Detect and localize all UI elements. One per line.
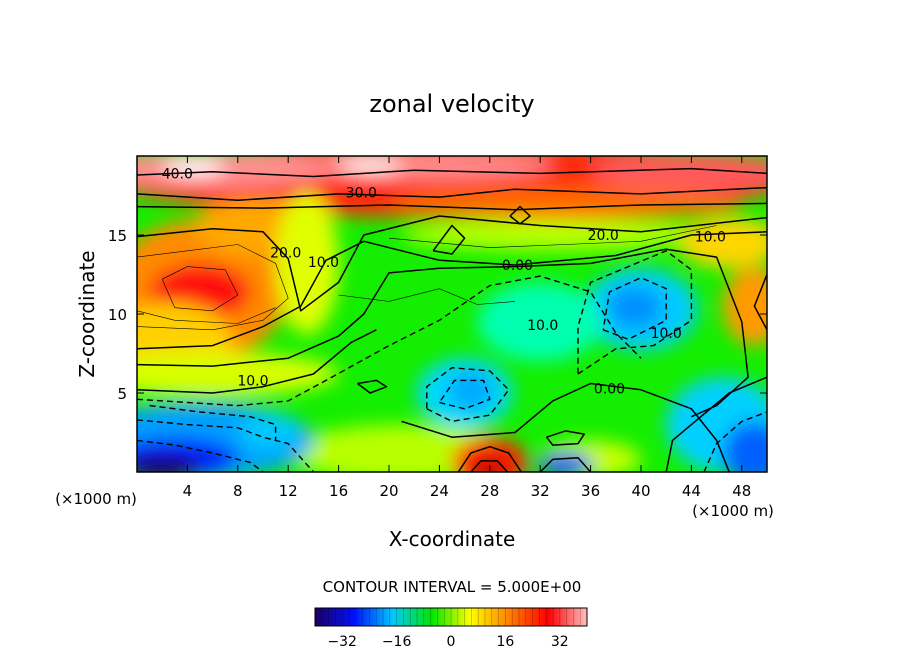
- plot-area: [137, 156, 767, 472]
- contour-line: [665, 376, 767, 472]
- contour-line: [137, 186, 767, 201]
- x-tick-label: 24: [430, 482, 449, 500]
- contour-line-thin: [388, 225, 717, 248]
- contour-label: 0.00: [502, 258, 533, 274]
- contour-line: [137, 248, 749, 418]
- contour-line: [401, 382, 730, 472]
- contour-label: 30.0: [346, 185, 377, 201]
- x-tick-label: 28: [480, 482, 499, 500]
- x-tick-label: 32: [531, 482, 550, 500]
- x-tick-label: 20: [379, 482, 398, 500]
- color-region: [606, 287, 663, 329]
- contour-line: [539, 457, 592, 472]
- color-region: [389, 187, 742, 220]
- contour-line-thin: [161, 266, 239, 312]
- negative-contour-line: [602, 277, 667, 340]
- negative-contour-line: [137, 439, 264, 472]
- contour-line-thin: [137, 307, 276, 324]
- y-tick-label: 15: [108, 227, 127, 245]
- x-tick-label: 44: [682, 482, 701, 500]
- contour-line: [137, 329, 377, 394]
- color-region: [338, 159, 402, 172]
- color-region: [590, 156, 767, 193]
- contour-line: [137, 202, 767, 211]
- colorbar-tick-label: −32: [327, 634, 357, 650]
- contour-label: 20.0: [588, 228, 619, 244]
- x-tick-label: 4: [183, 482, 193, 500]
- colorbar-tick-label: 16: [496, 634, 514, 650]
- color-region: [137, 351, 339, 397]
- contour-line: [509, 205, 531, 225]
- color-region: [537, 453, 594, 472]
- x-axis-label: X-coordinate: [389, 527, 516, 551]
- y-tick-label: 5: [117, 385, 127, 403]
- contour-label: 40.0: [162, 166, 193, 182]
- contour-line: [457, 445, 522, 472]
- color-region: [137, 454, 200, 472]
- color-region: [237, 411, 301, 450]
- x-tick-label: 12: [279, 482, 298, 500]
- x-tick-label: 8: [233, 482, 243, 500]
- colorbar-frame: [314, 607, 588, 627]
- negative-contour-line: [137, 275, 642, 407]
- color-region: [162, 159, 226, 175]
- color-region: [722, 421, 767, 472]
- contour-label: 20.0: [270, 245, 301, 261]
- x-unit-label-right: (×1000 m): [692, 502, 774, 520]
- contour-line: [432, 224, 466, 255]
- x-unit-label-left: (×1000 m): [55, 490, 137, 508]
- y-axis: 5 10 15: [108, 227, 767, 403]
- x-tick-label: 36: [581, 482, 600, 500]
- colorbar-ticks: −32 −16 0 16 32: [327, 634, 568, 650]
- color-region: [452, 437, 528, 472]
- contour-line: [545, 430, 586, 446]
- y-tick-label: 10: [108, 306, 127, 324]
- colorbar-tick-label: 32: [551, 634, 569, 650]
- contour-line: [357, 379, 388, 394]
- contour-line: [137, 231, 767, 350]
- colorbar-gradient: [315, 608, 587, 626]
- chart-title: zonal velocity: [369, 90, 534, 118]
- x-tick-label: 16: [329, 482, 348, 500]
- colorbar-stripes: [321, 608, 581, 626]
- x-axis: 4 8 12 16 20 24 28 32 36 40 44 48: [183, 156, 751, 500]
- colorbar-tick-label: −16: [382, 634, 412, 650]
- color-region: [275, 192, 339, 335]
- x-tick-label: 40: [631, 482, 650, 500]
- contour-line: [470, 460, 508, 472]
- contour-line: [137, 167, 767, 178]
- colorbar: −32 −16 0 16 32: [314, 607, 588, 650]
- negative-contour-line: [137, 419, 314, 472]
- contour-line-thin: [338, 288, 516, 305]
- negative-contour-line: [149, 404, 277, 441]
- contour-lines: [137, 167, 767, 472]
- color-region: [678, 217, 767, 269]
- contour-interval-text: CONTOUR INTERVAL = 5.000E+00: [323, 578, 582, 596]
- contour-label-layer: 40.0 30.0 20.0 20.0 10.0 10.0 0.00 10.0 10.0 10.0…: [162, 166, 726, 397]
- color-region: [722, 266, 767, 346]
- contour-line: [137, 215, 767, 312]
- negative-contour-line: [426, 367, 510, 423]
- contour-label: 10.0: [651, 326, 682, 342]
- contour-line: [753, 274, 767, 331]
- colorbar-tick-label: 0: [447, 634, 456, 650]
- negative-contour-line: [703, 411, 767, 472]
- contour-label: 10.0: [527, 318, 558, 334]
- contour-label: 10.0: [308, 255, 339, 271]
- contour-label: 10.0: [695, 230, 726, 246]
- x-tick-label: 48: [732, 482, 751, 500]
- color-region: [401, 219, 704, 251]
- negative-contour-line: [577, 250, 693, 375]
- contour-line-thin: [137, 244, 289, 331]
- contour-label: 10.0: [237, 373, 268, 389]
- negative-contour-line: [438, 379, 491, 410]
- contour-label: 0.00: [594, 381, 625, 397]
- y-axis-label: Z-coordinate: [75, 250, 99, 377]
